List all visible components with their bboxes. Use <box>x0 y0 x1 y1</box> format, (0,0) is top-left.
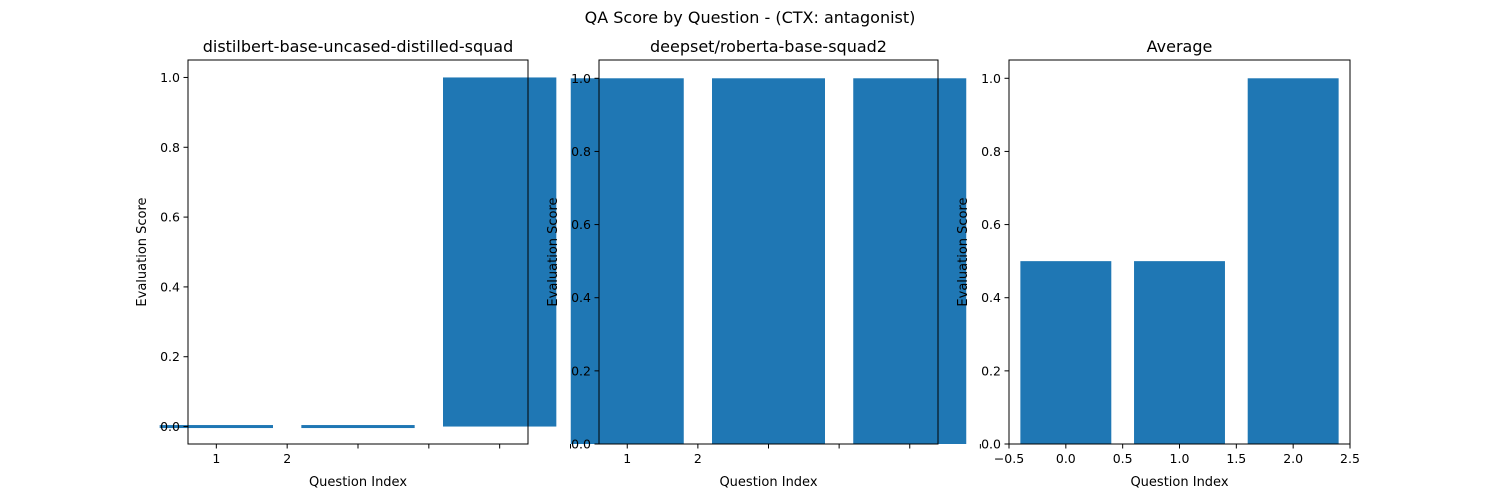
subplot-title: distilbert-base-uncased-distilled-squad <box>203 37 514 56</box>
bar-2 <box>712 78 825 445</box>
bar-3 <box>1247 78 1339 445</box>
x-axis-label: Question Index <box>719 475 817 490</box>
y-tick-label: 0.8 <box>981 144 1001 159</box>
y-tick-label: 0.6 <box>160 210 180 225</box>
y-tick-label: 0.2 <box>571 363 591 378</box>
subplot-2: 1 2 0.0 0.2 0.4 0.6 0.8 1.0 deepset/roberta-base… <box>546 37 981 490</box>
y-tick-label: 0.4 <box>981 290 1001 305</box>
y-tick-label: 0.2 <box>160 349 180 364</box>
subplots: 1 2 0.0 0.2 0.4 0.6 0.8 1.0 distilbert-base-unca… <box>135 37 1360 490</box>
bar-3 <box>853 78 967 445</box>
x-tick-label: 1 <box>623 451 631 466</box>
figure-suptitle: QA Score by Question - (CTX: antagonist) <box>585 8 916 27</box>
bar-1 <box>1020 261 1112 444</box>
x-tick-label: 2.5 <box>1340 451 1360 466</box>
x-tick-label: 2 <box>694 451 702 466</box>
y-tick-label: 0.4 <box>571 290 591 305</box>
y-tick-label: 0.8 <box>160 140 180 155</box>
y-tick-label: 0.0 <box>571 437 591 452</box>
y-tick-label: 0.6 <box>981 217 1001 232</box>
y-axis-label: Evaluation Score <box>956 197 971 306</box>
subplot-3: −0.5 0.0 0.5 1.0 1.5 2.0 2.50.00.20.40.60.81.0… <box>956 37 1360 490</box>
y-axis-label: Evaluation Score <box>135 197 150 306</box>
y-tick-label: 1.0 <box>981 71 1001 86</box>
x-tick-label: 1.0 <box>1170 451 1190 466</box>
bar-1 <box>570 78 684 445</box>
x-tick-label: −0.5 <box>994 451 1024 466</box>
y-tick-label: 0.0 <box>160 419 180 434</box>
y-tick-label: 0.2 <box>981 363 1001 378</box>
bar-1 <box>159 425 273 429</box>
y-tick-label: 0.4 <box>160 279 180 294</box>
x-axis-label: Question Index <box>1130 475 1228 490</box>
x-tick-label: 0.0 <box>1056 451 1076 466</box>
y-tick-label: 1.0 <box>571 71 591 86</box>
x-tick-label: 1 <box>212 451 220 466</box>
bar-3 <box>443 77 557 427</box>
x-tick-label: 2.0 <box>1283 451 1303 466</box>
subplot-title: deepset/roberta-base-squad2 <box>650 37 887 56</box>
bar-2 <box>301 425 415 429</box>
y-tick-label: 0.6 <box>571 217 591 232</box>
x-axis-label: Question Index <box>309 475 407 490</box>
y-tick-label: 1.0 <box>160 70 180 85</box>
y-axis-label: Evaluation Score <box>546 197 561 306</box>
subplot-1: 1 2 0.0 0.2 0.4 0.6 0.8 1.0 distilbert-base-unca… <box>135 37 571 490</box>
y-tick-label: 0.0 <box>981 437 1001 452</box>
bar-2 <box>1134 261 1225 444</box>
x-tick-label: 0.5 <box>1113 451 1133 466</box>
x-tick-label: 1.5 <box>1226 451 1246 466</box>
x-tick-label: 2 <box>283 451 291 466</box>
y-tick-label: 0.8 <box>571 144 591 159</box>
subplot-title: Average <box>1147 37 1213 56</box>
